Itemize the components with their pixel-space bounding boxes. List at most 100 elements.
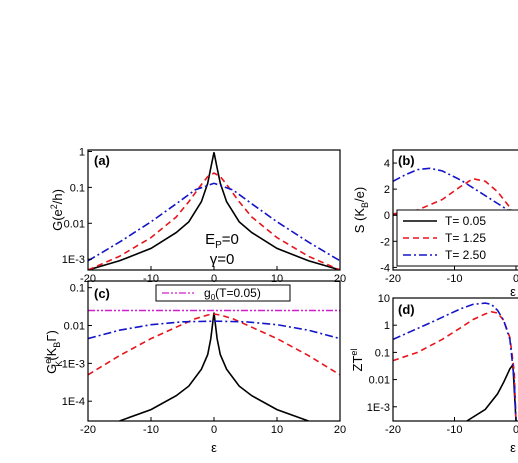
panel-b-ylabel: S (KB/e) [352,187,370,233]
panel-a-label: (a) [94,153,110,168]
panel-d-series-curve-3 [393,302,517,421]
panel-c-frame [87,280,341,422]
panel-b-xtick-label: -10 [447,273,463,285]
panel-a-xtick-label: 0 [211,273,217,285]
panel-d-ytick-label: 1 [384,320,390,332]
panel-c-ylabel: GelK(KBΓ) [43,330,64,374]
panel-d-xtick-label: -10 [447,424,463,436]
panel-a-ylabel: G(e2/h) [49,189,65,231]
legend-label-g0-main: g [204,286,211,300]
panel-c-xtick-label: 0 [211,424,217,436]
panel-d-ytick-label: 1E-3 [367,402,390,414]
panel-a-series-curve-2 [88,172,340,270]
panel-b-xtick-label: -20 [385,273,401,285]
panel-a-xtick-label: 20 [334,273,346,285]
panel-c-ylabel-tail2: Γ) [44,330,59,342]
legend-label-g0-sub: 0 [211,293,216,302]
panel-c-ytick-label: 0.01 [64,321,85,333]
panel-c-legend: g0(T=0.05) [155,284,291,302]
panel-a-annotation-ep-sub: P [215,240,222,251]
panel-c-series-curve-3 [88,313,340,376]
panel-d-frame [392,297,518,422]
panel-b-frame [392,149,518,271]
panel-c-ytick-label: 0.1 [70,283,85,295]
panel-a-ytick-label: 0.1 [70,182,85,194]
legend-label-t005: T= 0.05 [445,214,486,228]
panel-a-annotation-ep-tail: =0 [222,231,239,248]
panel-d-ytick-label: 0.1 [375,347,390,359]
panel-a-annotation-gamma: γ=0 [210,251,235,268]
panel-c-series-curve-4 [88,320,340,340]
panel-c-xtick-label: -20 [80,424,96,436]
panel-a-annotation-ep: EP=0 [205,231,239,251]
panel-b-ytick-label: 2 [384,184,390,196]
panel-d-series-layer [393,302,517,421]
panel-d-series-curve-1 [466,362,517,421]
panel-b-series-curve-2 [393,177,517,219]
panel-c-series-curve-2 [119,312,309,421]
panel-a-series-curve-1 [88,152,340,270]
panel-d: -20 -10 0 1E-3 0.01 0.1 1 10 (d) ZTel ε [349,293,518,455]
panel-d-ticks: -20 -10 0 1E-3 0.01 0.1 1 10 [367,293,518,436]
panel-d-label: (d) [398,302,415,317]
panel-c-ylabel-tail: (K [44,347,59,360]
panel-c-ytick-label: 1E-3 [62,358,85,370]
panel-a-xtick-label: 10 [271,273,283,285]
panel-a-series-curve-3 [88,182,340,262]
panel-a-ylabel-sup: 2 [49,204,59,209]
panel-b-legend: T= 0.05 T= 1.25 T= 2.50 [396,209,518,267]
panel-c-xtick-label: -10 [143,424,159,436]
panel-d-ytick-label: 0.01 [369,375,390,387]
panel-a-xtick-label: -10 [143,273,159,285]
panel-c-xtick-label: 20 [334,424,346,436]
panel-d-xtick-label: -20 [385,424,401,436]
panel-b-xtick-label: 0 [513,273,518,285]
panel-c-label: (c) [94,286,110,301]
panel-a-series-layer [88,152,340,270]
panel-b-ylabel-sub: B [360,202,370,208]
panel-d-ytick-label: 10 [378,293,390,305]
panel-c-xlabel: ε [211,440,217,455]
panel-b-ytick-label: -4 [380,262,390,274]
panel-c-ticks: -20 -10 0 10 20 1E-4 1E-3 0.01 0.1 [62,283,346,436]
panel-c-series-layer [88,309,340,421]
panel-b-series-curve-3 [393,167,517,216]
panel-c-ylabel-sup: el [43,357,53,364]
legend-label-t250: T= 2.50 [445,248,486,262]
panel-a-ytick-label: 1 [79,146,85,158]
panel-a-ylabel-tail: /h) [50,189,65,204]
panel-b-xlabel: ε [510,284,516,299]
panel-b-ytick-label: 4 [384,158,390,170]
panel-d-ylabel-sup: el [349,349,359,356]
legend-label-t125: T= 1.25 [445,231,486,245]
panel-b-ytick-label: -2 [380,236,390,248]
panel-d-ylabel: ZTel [349,349,365,372]
panel-c-legend-box [155,284,291,302]
panel-c-ytick-label: 1E-4 [62,396,85,408]
panel-d-xlabel: ε [510,440,516,455]
panel-a-ticks: -20 -10 0 10 20 1E-3 0.01 0.1 1 [62,146,346,285]
panel-c-ylabel-sub: K [54,361,64,367]
legend-label-g0-tail: (T=0.05) [215,286,261,300]
panel-b-ylabel-tail: /e) [352,187,367,202]
panel-a-xtick-label: -20 [80,273,96,285]
panel-b-ytick-label: 0 [384,210,390,222]
panel-d-xtick-label: 0 [513,424,518,436]
panel-d-ylabel-main: ZT [350,356,365,372]
panel-c: -20 -10 0 10 20 1E-4 1E-3 0.01 0.1 (c) GelK(KBΓ)… [43,280,346,455]
panel-d-series-curve-2 [393,310,517,421]
panel-c-ylabel-main: G [44,364,59,374]
panel-a-ytick-label: 0.01 [64,218,85,230]
panel-c-ylabel-sub2: B [52,342,62,348]
legend-label-g0: g0(T=0.05) [204,286,261,302]
panel-b-ylabel-main: S (K [352,208,367,234]
panel-c-xtick-label: 10 [271,424,283,436]
panel-b-label: (b) [398,153,415,168]
panel-a-ytick-label: 1E-3 [62,254,85,266]
panel-a-annotation-ep-main: E [205,231,215,248]
panel-a-ylabel-main: G(e [50,209,65,231]
